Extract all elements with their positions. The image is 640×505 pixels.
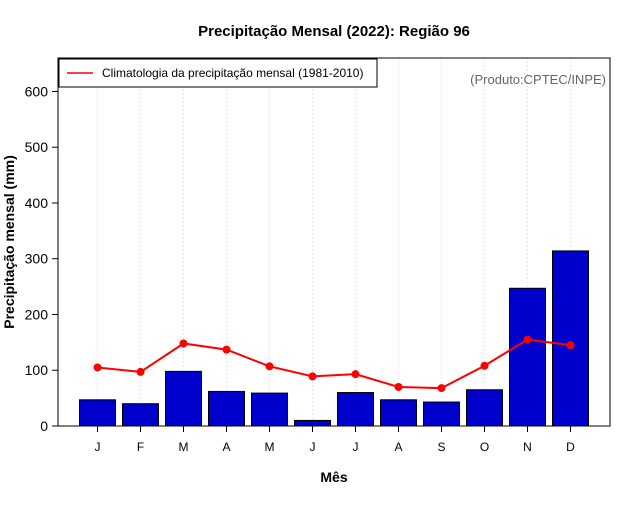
plot-frame — [57, 57, 611, 427]
legend-box — [58, 58, 378, 88]
y-axis-label: Precipitação mensal (mm) — [1, 155, 17, 329]
climatology-point — [480, 361, 489, 370]
bar — [165, 370, 202, 427]
bar-layer — [79, 250, 589, 427]
x-tick-label: O — [480, 440, 489, 454]
climatology-point — [93, 363, 102, 372]
climatology-line — [97, 338, 571, 390]
climatology-point — [136, 367, 145, 376]
climatology-point — [351, 370, 360, 379]
x-tick-label: S — [437, 440, 445, 454]
y-tick-label: 400 — [25, 195, 49, 211]
x-tick-label: M — [179, 440, 189, 454]
y-tick-label: 300 — [25, 251, 49, 267]
bar — [552, 250, 589, 427]
y-tick-label: 0 — [40, 418, 48, 434]
climatology-point — [179, 339, 188, 348]
bar — [79, 399, 116, 427]
climatology-point — [265, 362, 274, 371]
x-tick-label: J — [95, 440, 101, 454]
bar — [466, 389, 503, 427]
bar — [122, 403, 159, 427]
bar — [380, 399, 417, 427]
bar — [294, 419, 331, 427]
x-axis-label: Mês — [320, 469, 347, 485]
bar — [251, 392, 288, 427]
x-tick-label: F — [137, 440, 144, 454]
y-tick-label: 200 — [25, 306, 49, 322]
axis-layer: 0 100 200 300 400 500 600 J F M A M J J A S O N D — [25, 83, 576, 454]
x-tick-label: A — [222, 440, 230, 454]
y-tick-label: 500 — [25, 139, 49, 155]
bar — [509, 287, 546, 427]
y-tick-label: 100 — [25, 362, 49, 378]
climatology-point — [222, 345, 231, 354]
bar — [337, 392, 374, 427]
line-layer — [93, 335, 575, 393]
x-tick-label: J — [310, 440, 316, 454]
grid-layer — [97, 58, 571, 426]
climatology-point — [523, 335, 532, 344]
climatology-point — [308, 372, 317, 381]
y-tick-label: 600 — [25, 83, 49, 99]
legend-label: Climatologia da precipitação mensal (198… — [102, 66, 363, 80]
climatology-point — [394, 382, 403, 391]
source-annotation: (Produto:CPTEC/INPE) — [470, 72, 606, 87]
bar — [423, 401, 460, 427]
climatology-point — [566, 341, 575, 350]
x-tick-label: J — [353, 440, 359, 454]
x-tick-label: M — [265, 440, 275, 454]
bar — [208, 390, 245, 427]
x-tick-label: N — [523, 440, 532, 454]
chart-title: Precipitação Mensal (2022): Região 96 — [198, 23, 470, 40]
x-tick-label: D — [566, 440, 575, 454]
climatology-point — [437, 384, 446, 393]
legend: Climatologia da precipitação mensal (198… — [58, 58, 378, 88]
x-tick-label: A — [394, 440, 402, 454]
